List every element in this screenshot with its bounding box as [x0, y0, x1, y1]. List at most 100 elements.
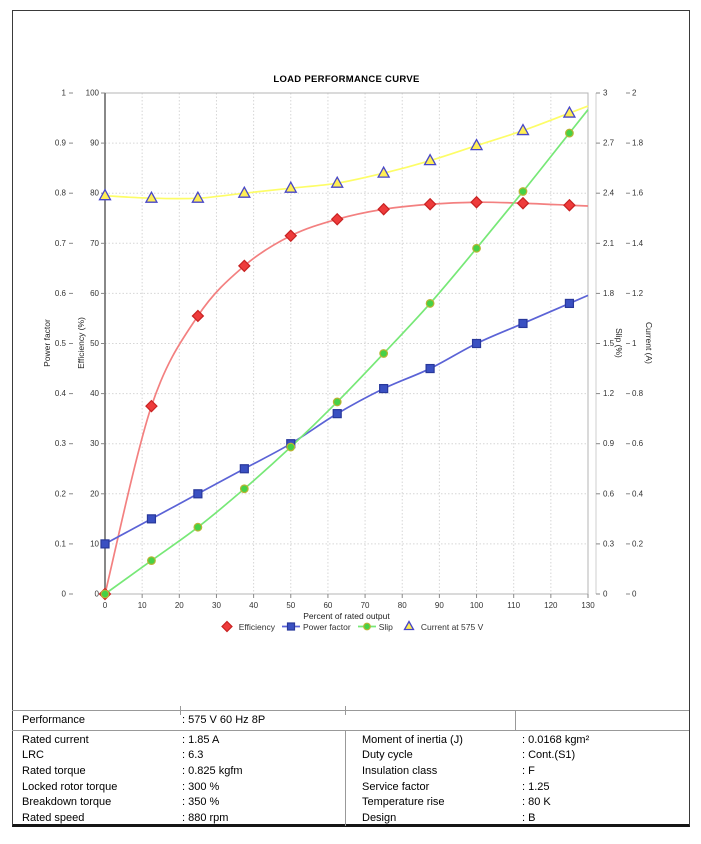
x-axis-title: Percent of rated output	[303, 611, 390, 621]
current-at-575-v-markers	[98, 105, 577, 203]
legend-item: Current at 575 V	[400, 620, 483, 633]
data-point-marker	[469, 138, 484, 151]
data-point-marker	[470, 195, 483, 209]
table-column-stub	[345, 706, 346, 715]
data-point-marker	[98, 188, 112, 201]
axis-tick-label: 0	[103, 601, 108, 610]
axis-tick-label: 0.8	[55, 189, 67, 198]
axis-tick-label: 1	[632, 339, 637, 348]
table-row-label: Temperature rise	[362, 796, 445, 809]
table-row-label: Rated speed	[22, 811, 85, 824]
data-point-marker	[423, 153, 437, 166]
legend-marker-icon	[362, 622, 371, 631]
table-row-value: : F	[522, 764, 535, 777]
gridlines	[105, 93, 588, 594]
efficiency-line	[104, 201, 589, 595]
axis-tick-label: 0.1	[55, 539, 67, 548]
data-point-marker	[191, 190, 205, 203]
axis-tick-label: 0	[632, 590, 637, 599]
legend-item: Power factor	[281, 620, 351, 633]
legend-item-label: Current at 575 V	[420, 621, 484, 632]
axis-tick-label: 50	[90, 339, 99, 348]
data-point-marker	[100, 539, 110, 549]
table-row-label: Locked rotor torque	[22, 780, 118, 793]
data-point-marker	[239, 464, 249, 474]
data-point-marker	[516, 123, 530, 136]
axis-tick-label: 50	[286, 601, 295, 610]
table-row-label: Design	[362, 811, 397, 824]
data-point-marker	[562, 105, 577, 118]
table-half-divider	[345, 730, 346, 826]
data-point-marker	[518, 318, 528, 329]
data-point-marker	[564, 298, 575, 309]
axis-tick-label: 0	[95, 590, 100, 599]
axis-tick-label: 0.4	[55, 389, 67, 398]
axis-tick-label: 80	[90, 189, 99, 198]
data-point-marker	[100, 589, 110, 599]
power-factor-legend-icon	[281, 622, 300, 631]
axis-tick-label: 40	[90, 389, 99, 398]
axis-tick-label: 0.3	[603, 539, 615, 548]
data-point-marker	[377, 202, 391, 216]
table-row-label: Duty cycle	[362, 749, 413, 762]
data-point-marker	[193, 522, 203, 532]
table-row: Insulation class: F	[362, 763, 687, 779]
axis-tick-label: 1.8	[603, 289, 615, 298]
table-row: Rated torque: 0.825 kgfm	[22, 763, 347, 779]
data-point-marker	[332, 397, 342, 407]
load-performance-chart: 00.10.20.30.40.50.60.70.80.9101020304050…	[55, 89, 644, 611]
table-row-label: Moment of inertia (J)	[362, 733, 463, 746]
legend-item-label: Slip	[378, 621, 393, 632]
legend-item-label: Efficiency	[238, 621, 275, 632]
table-column-stub	[515, 710, 516, 730]
axis-tick-label: 1.2	[603, 389, 615, 398]
legend-item: Efficiency	[218, 620, 275, 633]
data-point-marker	[193, 489, 203, 499]
axis-tick-label: 0.3	[55, 439, 67, 448]
efficiency-legend-icon	[220, 620, 233, 633]
legend-marker-icon	[220, 620, 233, 633]
data-point-marker	[516, 196, 530, 210]
table-row-label: Rated current	[22, 733, 89, 746]
axis-tick-label: 1	[62, 89, 67, 98]
axis-tick-label: 10	[138, 601, 147, 610]
legend-item: Slip	[357, 620, 393, 633]
axis-tick-label: 100	[86, 89, 100, 98]
data-point-marker	[563, 198, 576, 212]
axis-tick-label: 0.6	[632, 439, 644, 448]
slip-axis-title: Slip (%)	[614, 328, 624, 358]
data-point-marker	[145, 399, 158, 413]
axis-tick-label: 1.6	[632, 189, 644, 198]
axis-tick-label: 30	[90, 439, 99, 448]
axis-tick-label: 2.7	[603, 139, 615, 148]
table-row: Rated speed : 880 rpm	[22, 810, 347, 826]
table-row-value: : 350 %	[182, 796, 220, 809]
data-point-marker	[144, 190, 159, 203]
table-row-value: : 880 rpm	[182, 811, 229, 824]
axis-tick-label: 70	[90, 239, 99, 248]
axis-tick-label: 0.7	[55, 239, 67, 248]
chart-legend: Efficiency Power factor Slip Current at 575…	[0, 620, 701, 633]
axis-tick-label: 0.9	[603, 439, 615, 448]
data-point-marker	[379, 383, 389, 394]
table-top-rule	[12, 710, 689, 711]
data-point-marker	[377, 165, 391, 178]
table-row-label: LRC	[22, 749, 45, 762]
data-point-marker	[146, 514, 157, 524]
table-row-label: Breakdown torque	[22, 796, 112, 809]
data-point-marker	[330, 175, 344, 188]
slip-axis: 0 0.3 0.6 0.9 1.2 1.5 1.8 2.1 2.4 2.7 3	[596, 89, 615, 599]
table-row-label: Rated torque	[22, 764, 86, 777]
axis-tick-label: 20	[90, 489, 99, 498]
axis-tick-label: 0.2	[55, 489, 67, 498]
axis-tick-label: 80	[398, 601, 407, 610]
axis-tick-label: 0.5	[55, 339, 67, 348]
axis-tick-label: 1.4	[632, 239, 644, 248]
axis-tick-label: 3	[603, 89, 608, 98]
table-row-value: : 80 K	[522, 796, 551, 809]
axis-tick-label: 10	[90, 539, 99, 548]
data-point-marker	[286, 442, 296, 452]
slip-markers	[100, 128, 574, 599]
performance-value: : 575 V 60 Hz 8P	[182, 714, 266, 726]
data-point-marker	[471, 338, 482, 349]
